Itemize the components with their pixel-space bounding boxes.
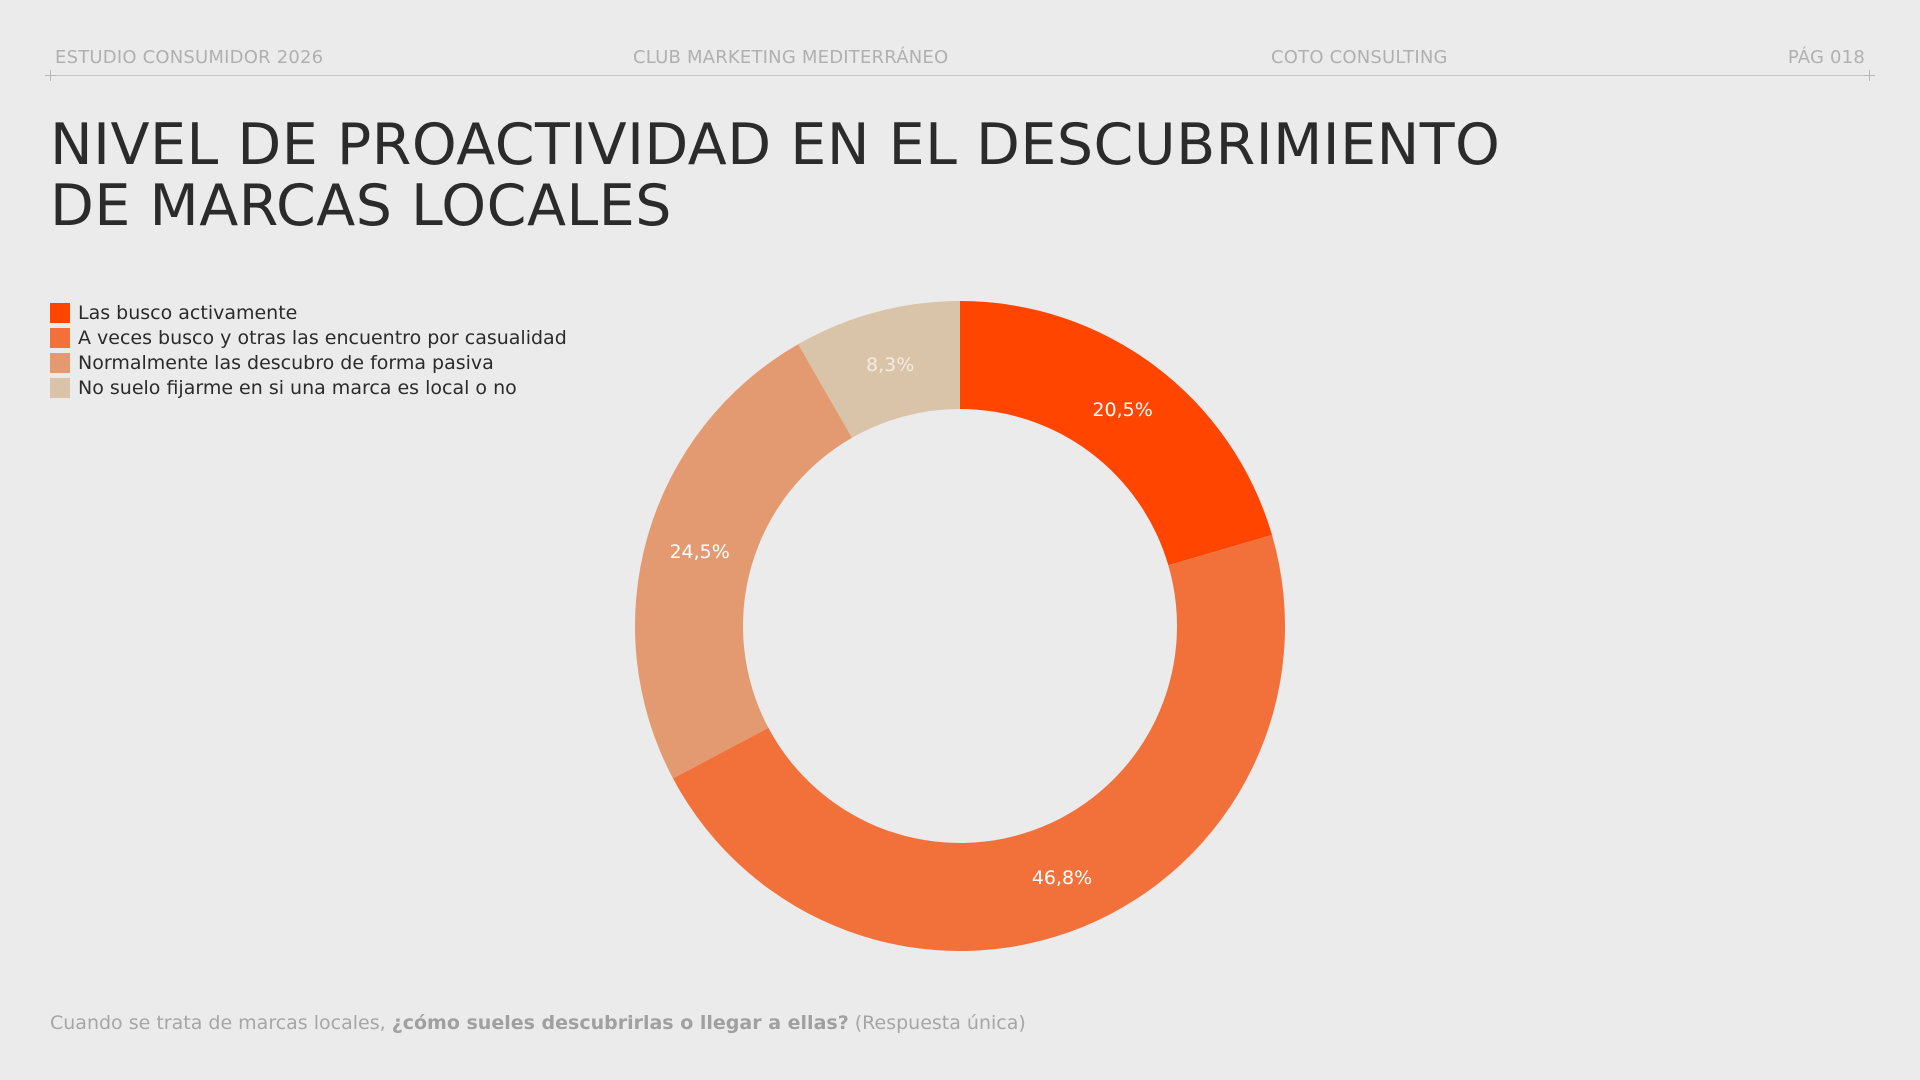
page-title: NIVEL DE PROACTIVIDAD EN EL DESCUBRIMIEN… xyxy=(50,115,1500,237)
legend-item: Normalmente las descubro de forma pasiva xyxy=(50,350,567,375)
header-study: ESTUDIO CONSUMIDOR 2026 xyxy=(55,47,324,68)
data-label: 20,5% xyxy=(1092,399,1152,421)
footer-pre: Cuando se trata de marcas locales, xyxy=(50,1012,392,1034)
header-club: CLUB MARKETING MEDITERRÁNEO xyxy=(633,47,949,68)
data-label: 24,5% xyxy=(669,541,729,563)
legend-swatch xyxy=(50,377,70,398)
header-page-number: PÁG 018 xyxy=(1787,47,1865,68)
legend-label: A veces busco y otras las encuentro por … xyxy=(78,326,567,349)
donut-slice xyxy=(672,534,1285,951)
donut-slice xyxy=(960,301,1272,566)
legend-swatch xyxy=(50,302,70,323)
data-label: 8,3% xyxy=(866,354,914,376)
donut-slice xyxy=(798,301,960,438)
data-label: 46,8% xyxy=(1032,867,1092,889)
header-divider xyxy=(50,75,1870,76)
legend-label: Normalmente las descubro de forma pasiva xyxy=(78,351,494,374)
title-line-1: NIVEL DE PROACTIVIDAD EN EL DESCUBRIMIEN… xyxy=(50,112,1501,178)
footer-question: Cuando se trata de marcas locales, ¿cómo… xyxy=(50,1012,1026,1034)
legend-item: A veces busco y otras las encuentro por … xyxy=(50,325,567,350)
crosshair-left-h xyxy=(45,75,56,76)
title-line-2: DE MARCAS LOCALES xyxy=(50,173,672,239)
legend-swatch xyxy=(50,352,70,373)
donut-slice xyxy=(635,344,852,779)
crosshair-right-h xyxy=(1864,75,1875,76)
legend-swatch xyxy=(50,327,70,348)
legend-item: Las busco activamente xyxy=(50,300,567,325)
footer-question-bold: ¿cómo sueles descubrirlas o llegar a ell… xyxy=(391,1012,849,1034)
legend-label: Las busco activamente xyxy=(78,301,298,324)
legend-item: No suelo fijarme en si una marca es loca… xyxy=(50,375,567,400)
chart-legend: Las busco activamente A veces busco y ot… xyxy=(50,300,567,400)
footer-post: (Respuesta única) xyxy=(848,1012,1026,1034)
legend-label: No suelo fijarme en si una marca es loca… xyxy=(78,376,517,399)
header-consulting: COTO CONSULTING xyxy=(1271,47,1448,68)
